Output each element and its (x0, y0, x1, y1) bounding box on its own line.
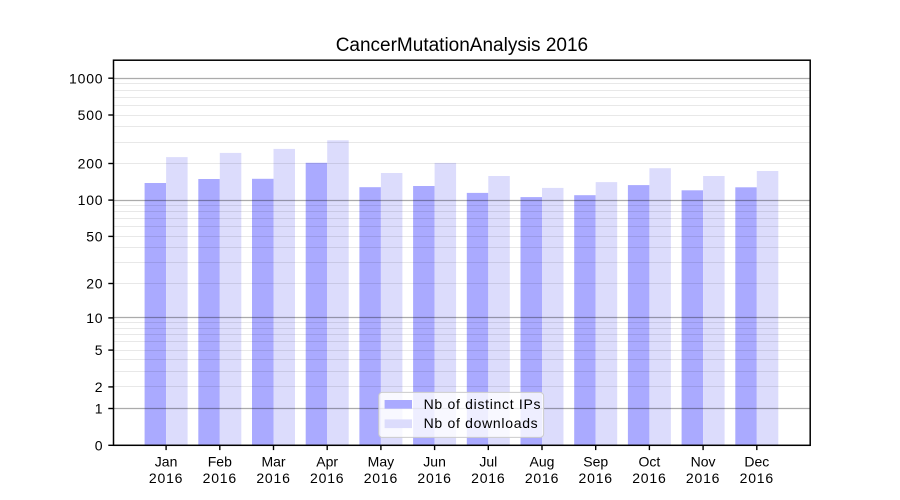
svg-text:2016: 2016 (632, 470, 666, 486)
svg-text:Jan: Jan (155, 453, 178, 469)
svg-text:Jun: Jun (423, 453, 446, 469)
svg-text:2016: 2016 (740, 470, 774, 486)
svg-text:Nov: Nov (691, 453, 716, 469)
svg-text:2016: 2016 (417, 470, 451, 486)
svg-text:2016: 2016 (579, 470, 613, 486)
svg-text:2016: 2016 (525, 470, 559, 486)
svg-text:200: 200 (78, 156, 104, 172)
svg-text:2016: 2016 (149, 470, 183, 486)
svg-text:2016: 2016 (686, 470, 720, 486)
svg-text:Apr: Apr (316, 453, 338, 469)
svg-text:2016: 2016 (364, 470, 398, 486)
svg-text:1: 1 (95, 401, 104, 417)
svg-text:CancerMutationAnalysis 2016: CancerMutationAnalysis 2016 (336, 35, 588, 56)
svg-text:20: 20 (86, 276, 103, 292)
svg-text:Sep: Sep (583, 453, 608, 469)
svg-text:100: 100 (78, 192, 104, 208)
svg-text:50: 50 (86, 229, 103, 245)
svg-text:2016: 2016 (256, 470, 290, 486)
svg-text:May: May (368, 453, 394, 469)
svg-text:Mar: Mar (261, 453, 285, 469)
svg-text:1000: 1000 (69, 70, 103, 86)
svg-text:5: 5 (95, 342, 104, 358)
svg-text:Nb of downloads: Nb of downloads (424, 415, 539, 431)
svg-text:Aug: Aug (530, 453, 555, 469)
svg-text:2016: 2016 (203, 470, 237, 486)
svg-text:2016: 2016 (471, 470, 505, 486)
svg-text:2016: 2016 (310, 470, 344, 486)
svg-text:Dec: Dec (744, 453, 769, 469)
svg-text:500: 500 (78, 107, 104, 123)
svg-text:Oct: Oct (639, 453, 661, 469)
svg-text:2: 2 (95, 379, 104, 395)
svg-text:Nb of distinct IPs: Nb of distinct IPs (424, 396, 542, 412)
svg-text:10: 10 (86, 310, 103, 326)
svg-text:Jul: Jul (479, 453, 497, 469)
svg-text:0: 0 (95, 437, 104, 453)
svg-text:Feb: Feb (208, 453, 232, 469)
